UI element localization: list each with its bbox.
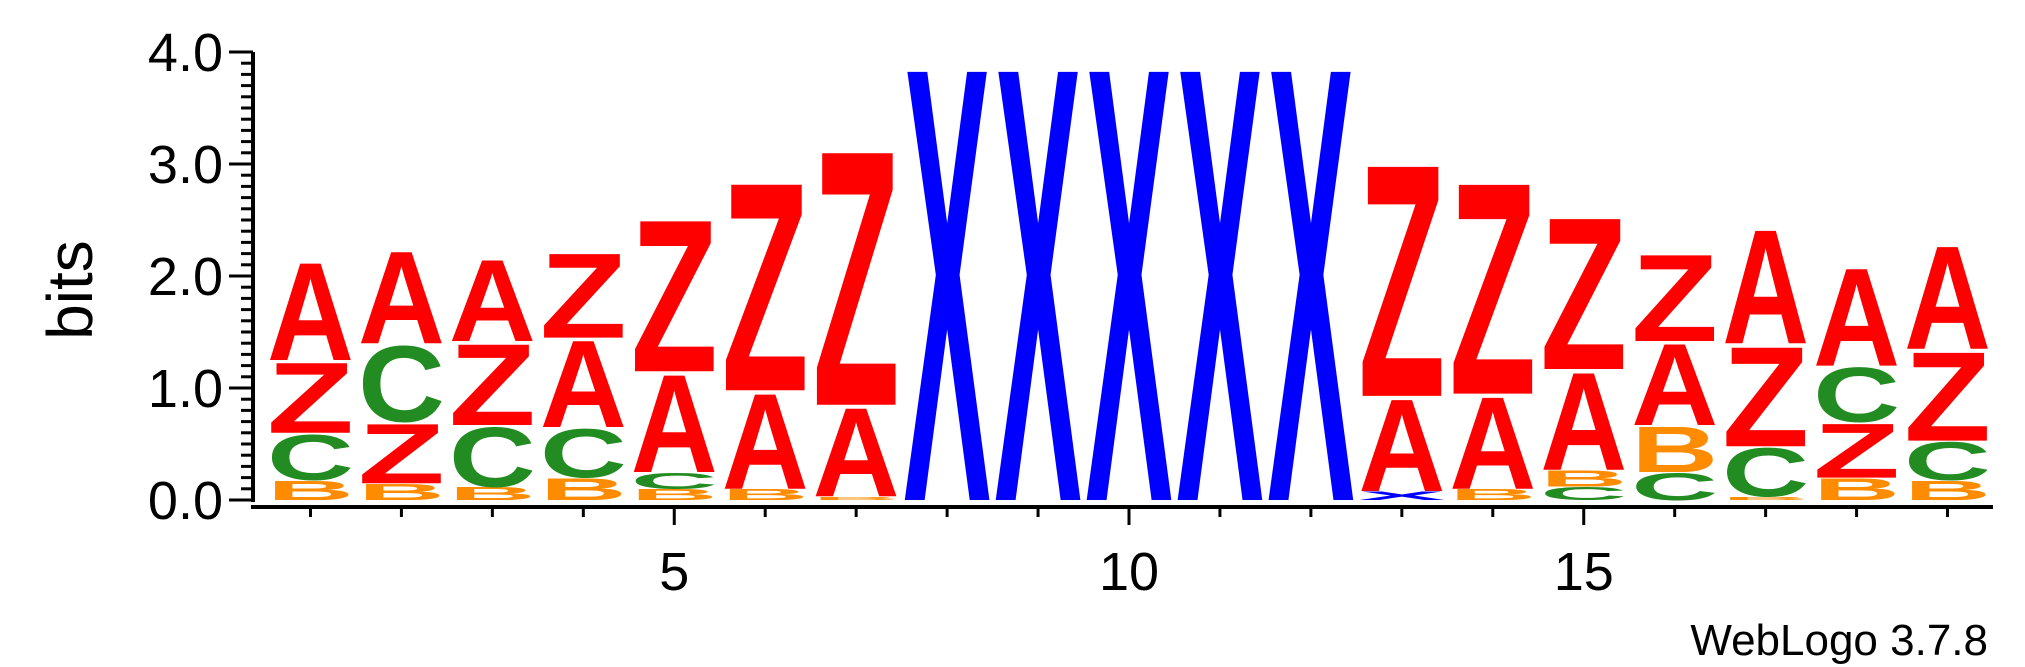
logo-glyph-c-pos-4: C <box>540 414 627 492</box>
logo-glyph-z-pos-3: Z <box>449 319 536 450</box>
logo-glyph-x-pos-12: X <box>1267 0 1355 633</box>
logo-glyph-z-pos-6: Z <box>722 120 809 454</box>
logo-glyph-z-pos-5: Z <box>631 173 718 417</box>
logo-glyph-x-pos-8: X <box>904 0 992 633</box>
logo-glyph-x-pos-9: X <box>995 0 1083 633</box>
logo-glyph-z-pos-14: Z <box>1449 121 1536 459</box>
logo-glyph-b-pos-1: B <box>267 475 354 506</box>
logo-glyph-b-pos-6: B <box>722 486 809 503</box>
logo-glyph-b-pos-14: B <box>1449 486 1536 503</box>
logo-glyph-b-pos-2: B <box>358 479 445 505</box>
logo-glyph-b-pos-19: B <box>1904 475 1991 506</box>
y-tick-label: 2.0 <box>148 247 223 307</box>
y-tick-label: 0.0 <box>148 471 223 531</box>
y-axis-label: bits <box>34 240 106 340</box>
logo-glyph-x-pos-13: X <box>1358 489 1445 503</box>
logo-glyph-z-pos-18: Z <box>1813 408 1900 495</box>
logo-glyph-c-pos-16: C <box>1631 465 1718 508</box>
logo-glyph-a-pos-17: A <box>1722 196 1809 378</box>
y-tick-label: 1.0 <box>148 359 223 419</box>
logo-glyph-c-pos-15: C <box>1540 483 1627 504</box>
logo-glyph-a-pos-18: A <box>1813 239 1900 396</box>
logo-glyph-c-pos-5: C <box>631 468 718 494</box>
x-tick-label: 15 <box>1554 542 1614 602</box>
logo-glyph-a-pos-19: A <box>1904 215 1991 381</box>
logo-glyph-b-pos-17: B <box>1722 496 1809 501</box>
logo-glyph-a-pos-2: A <box>358 224 445 371</box>
logo-glyph-z-pos-4: Z <box>540 228 627 364</box>
logo-glyph-a-pos-14: A <box>1449 370 1536 517</box>
logo-glyph-z-pos-2: Z <box>358 406 445 501</box>
y-tick-label: 3.0 <box>148 135 223 195</box>
logo-glyph-z-pos-16: Z <box>1631 229 1718 368</box>
logo-glyph-z-pos-1: Z <box>267 342 354 455</box>
x-tick-label: 5 <box>659 542 689 602</box>
logo-glyph-x-pos-11: X <box>1176 0 1264 633</box>
logo-glyph-b-pos-16: B <box>1631 413 1718 487</box>
logo-glyph-a-pos-16: A <box>1631 321 1718 451</box>
logo-glyph-c-pos-18: C <box>1813 352 1900 439</box>
logo-glyph-b-pos-3: B <box>449 483 536 504</box>
y-axis: 0.0 1.0 2.0 3.0 4.0 <box>148 23 255 531</box>
logo-glyph-b-pos-4: B <box>540 472 627 507</box>
logo-glyph-b-pos-5: B <box>631 486 718 503</box>
logo-glyph-c-pos-19: C <box>1904 430 1991 491</box>
logo-glyph-b-pos-15: B <box>1540 466 1627 492</box>
logo-glyph-z-pos-15: Z <box>1540 171 1627 415</box>
x-axis: 5 10 15 <box>251 505 1993 602</box>
y-tick-label: 4.0 <box>148 23 223 83</box>
logo-glyph-a-pos-4: A <box>540 314 627 453</box>
logo-glyph-c-pos-3: C <box>449 410 536 506</box>
logo-glyph-a-pos-3: A <box>449 237 536 367</box>
logo-glyph-x-pos-10: X <box>1086 0 1174 633</box>
logo-glyph-z-pos-13: Z <box>1358 95 1445 467</box>
logo-glyph-c-pos-17: C <box>1722 433 1809 511</box>
logo-glyph-a-pos-1: A <box>267 233 354 390</box>
logo-glyph-a-pos-7: A <box>813 382 900 524</box>
logo-glyph-z-pos-19: Z <box>1904 325 1991 468</box>
logo-glyph-a-pos-5: A <box>631 345 718 502</box>
logo-glyph-a-pos-15: A <box>1540 343 1627 500</box>
credit-text: WebLogo 3.7.8 <box>1690 616 1988 665</box>
logo-glyph-z-pos-17: Z <box>1722 318 1809 477</box>
logo-glyph-c-pos-1: C <box>267 420 354 494</box>
logo-glyph-c-pos-2: C <box>358 324 445 445</box>
logo-glyph-a-pos-13: A <box>1358 372 1445 519</box>
logo-glyph-b-pos-7: B <box>813 496 900 501</box>
logo-glyph-a-pos-6: A <box>722 366 809 519</box>
x-tick-label: 10 <box>1099 542 1159 602</box>
logo-glyph-b-pos-18: B <box>1813 472 1900 507</box>
logo-glyph-z-pos-7: Z <box>813 74 900 483</box>
